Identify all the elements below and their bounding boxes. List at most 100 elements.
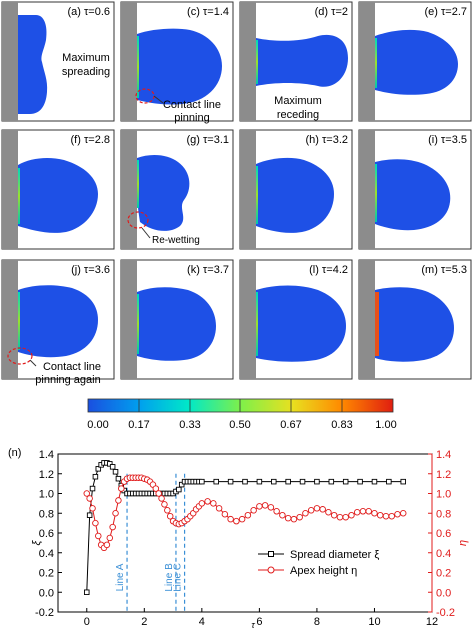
data-point — [256, 503, 263, 510]
data-point — [319, 506, 326, 513]
annotation-pinning-again: Contact line — [43, 361, 101, 373]
chart-panel-label: (n) — [8, 447, 21, 459]
panel-label: (d) τ=2 — [315, 6, 348, 18]
data-point — [115, 497, 122, 504]
legend-label: Spread diameter ξ — [290, 549, 379, 561]
data-point — [388, 512, 395, 520]
data-point — [166, 512, 174, 520]
data-point — [103, 541, 111, 549]
data-point — [152, 485, 160, 492]
x-tick-label: 2 — [141, 616, 147, 628]
y-left-tick-label: 0.2 — [39, 568, 54, 580]
data-point — [342, 478, 349, 485]
panel-label: (k) τ=3.7 — [187, 264, 229, 276]
colorbar-tick-label: 0.50 — [229, 419, 250, 431]
annotation-max-receding: Maximum — [274, 95, 322, 107]
colorbar-tick-label: 0.83 — [331, 419, 352, 431]
data-point — [155, 490, 162, 497]
legend-marker — [267, 566, 275, 574]
y-left-tick-label: 0.6 — [39, 528, 54, 540]
y-axis-left-label: ξ — [31, 539, 43, 545]
y-left-tick-label: 1.2 — [39, 469, 54, 481]
data-point — [313, 505, 321, 512]
colorbar-tick-marks — [138, 399, 343, 412]
data-point — [89, 505, 96, 512]
y-left-tick-label: 0.4 — [39, 548, 54, 560]
panel-label: (j) τ=3.6 — [71, 264, 110, 276]
data-point — [198, 500, 206, 507]
data-point — [244, 511, 252, 519]
panel-label: (f) τ=2.8 — [71, 134, 111, 146]
y-right-tick-label: -0.2 — [436, 607, 455, 619]
data-point — [107, 461, 113, 467]
annotation-contact-line-pinning: pinning — [174, 112, 209, 124]
colorbar-tick-label: 0.00 — [87, 419, 108, 431]
data-point — [178, 481, 185, 488]
data-point — [376, 511, 384, 519]
droplet-snapshots-figure: (a) τ=0.6 Maximum spreading (c) τ=1.4 Co… — [1, 1, 472, 386]
y-left-tick-label: -0.2 — [35, 607, 54, 619]
data-point — [84, 589, 90, 595]
panel-label: (c) τ=1.4 — [187, 6, 229, 18]
legend-label: Apex height η — [290, 565, 357, 577]
y-left-tick-label: 1.0 — [39, 489, 54, 501]
data-point — [92, 519, 99, 527]
y-right-tick-label: 0.4 — [436, 548, 451, 560]
data-point — [176, 486, 182, 493]
annotation-contact-line-pinning: Contact line — [163, 99, 221, 111]
annotation-re-wetting: Re-wetting — [152, 235, 200, 246]
spread-apex-chart: (n) ξ η τ 0 2 4 6 8 10 12-0.20.00.20.40.60.81.… — [8, 447, 469, 630]
panel-f: (f) τ=2.8 — [1, 129, 115, 250]
y-right-tick-label: 1.2 — [436, 469, 451, 481]
data-point — [227, 478, 234, 485]
panel-g: (g) τ=3.1 Re-wetting — [120, 129, 234, 250]
data-point — [285, 478, 291, 485]
x-axis-label: τ — [251, 620, 255, 630]
data-point — [161, 501, 168, 508]
data-point — [299, 478, 306, 485]
colorbar-tick-label: 0.33 — [179, 419, 200, 431]
colorbar-tick-label: 0.67 — [280, 419, 301, 431]
panel-label: (a) τ=0.6 — [67, 6, 110, 18]
x-tick-label: 8 — [314, 616, 320, 628]
data-point — [233, 517, 240, 525]
data-point — [86, 495, 93, 502]
data-point — [86, 512, 93, 518]
data-point — [109, 523, 116, 531]
reference-line-label: Line A — [115, 563, 126, 591]
data-point — [342, 513, 349, 521]
y-right-tick-label: 1.0 — [436, 489, 451, 501]
data-point — [284, 514, 292, 522]
data-point — [302, 509, 309, 517]
y-right-tick-label: 0.2 — [436, 568, 451, 580]
y-axis-right-label: η — [457, 540, 469, 546]
data-point — [106, 534, 114, 542]
annotation-max-spreading: Maximum — [62, 52, 110, 64]
data-point — [371, 478, 378, 485]
y-right-tick-label: 0.8 — [436, 508, 451, 520]
panel-label: (l) τ=4.2 — [309, 264, 348, 276]
x-tick-label: 6 — [256, 616, 262, 628]
data-point — [112, 469, 119, 475]
data-point — [328, 478, 335, 485]
data-point — [336, 513, 344, 521]
data-point — [267, 504, 275, 511]
panel-i: (i) τ=3.5 — [358, 129, 472, 250]
data-point — [279, 511, 286, 519]
data-point — [92, 473, 99, 480]
y-left-tick-label: 0.8 — [39, 508, 54, 520]
data-point — [164, 507, 171, 514]
data-point — [353, 509, 361, 516]
data-point — [256, 478, 263, 485]
x-tick-label: 0 — [84, 616, 90, 628]
data-point — [400, 478, 406, 485]
panel-label: (m) τ=5.3 — [421, 264, 467, 276]
data-point — [394, 510, 401, 518]
colorbar: 0.00 0.17 0.33 0.50 0.67 0.83 1.00 — [87, 398, 397, 431]
colorbar-tick-label: 1.00 — [375, 419, 396, 431]
data-point — [118, 485, 125, 492]
panel-e: (e) τ=2.7 — [358, 1, 472, 122]
data-point — [359, 508, 367, 515]
panel-label: (g) τ=3.1 — [186, 134, 229, 146]
panel-h: (h) τ=3.2 — [239, 129, 353, 250]
